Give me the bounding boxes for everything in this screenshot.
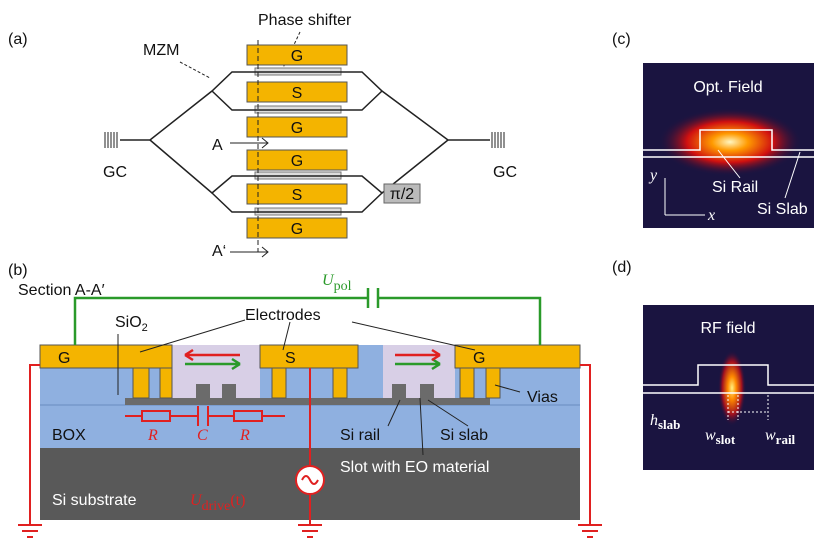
plot-title: RF field xyxy=(700,320,755,337)
phase-shifter-label: Phase shifter xyxy=(258,12,352,29)
mzm-label: MZM xyxy=(143,42,179,59)
cut-label: A xyxy=(212,137,223,154)
electrode xyxy=(246,81,348,103)
electrode xyxy=(246,44,348,66)
phase-label: π/2 xyxy=(390,186,414,203)
grating-coupler xyxy=(104,132,505,148)
si-rail-label: Si rail xyxy=(340,427,380,444)
box-label: BOX xyxy=(52,427,86,444)
si-slab-label: Si slab xyxy=(440,427,488,444)
dimension xyxy=(727,395,769,420)
plot-title: Opt. Field xyxy=(693,79,762,96)
leader xyxy=(664,149,801,216)
text: w xyxy=(705,427,716,444)
text: U xyxy=(190,492,203,509)
field-arrow xyxy=(185,357,441,371)
cut-label: A‘ xyxy=(212,243,226,260)
resistor-label: R xyxy=(147,427,158,444)
text: 2 xyxy=(142,322,148,334)
text: SiO xyxy=(115,314,142,331)
text: drive xyxy=(202,499,231,514)
drive-circuit xyxy=(18,364,602,538)
electrode-label: G xyxy=(291,120,303,137)
dimension-label: wslot xyxy=(705,427,736,447)
electrode xyxy=(259,344,359,369)
electrode-label: G xyxy=(473,350,485,367)
text: rail xyxy=(776,432,796,447)
slab-label: Si Slab xyxy=(757,201,808,218)
electrode xyxy=(246,149,348,171)
resistor-label: R xyxy=(239,427,250,444)
panel-label: (c) xyxy=(612,31,631,48)
vias xyxy=(132,367,501,399)
waveguide xyxy=(211,192,383,213)
panel-label: (a) xyxy=(8,31,28,48)
vias-label: Vias xyxy=(527,389,558,406)
phase-box xyxy=(383,183,421,204)
field-glow xyxy=(658,108,802,176)
electrode xyxy=(246,183,348,205)
upol-label: Upol xyxy=(322,272,352,294)
text: h xyxy=(650,412,658,429)
text: U xyxy=(322,272,335,289)
electrode xyxy=(39,344,173,369)
gc-label: GC xyxy=(493,164,517,181)
leader xyxy=(117,319,476,395)
waveguide xyxy=(120,71,490,141)
gc-label: GC xyxy=(103,164,127,181)
text: (t) xyxy=(230,492,245,509)
capacitor-label: C xyxy=(197,427,208,444)
electrode-label: G xyxy=(291,221,303,238)
waveguide-outline xyxy=(643,364,814,394)
bias-circuit xyxy=(73,288,542,345)
electrode-label: G xyxy=(58,350,70,367)
dimension-label: hslab xyxy=(650,412,680,432)
electrode xyxy=(454,344,581,369)
leader xyxy=(387,384,521,456)
text: slot xyxy=(716,432,736,447)
electrode-label: S xyxy=(292,187,303,204)
electrode-label: G xyxy=(291,153,303,170)
axis-label: y xyxy=(648,167,658,184)
udrive-label: Udrive(t) xyxy=(190,492,245,514)
electrode-label: G xyxy=(291,48,303,65)
text: pol xyxy=(334,279,352,294)
electrode xyxy=(246,116,348,138)
arrow xyxy=(230,137,269,149)
leader xyxy=(179,61,211,79)
section-label: Section A-A′ xyxy=(18,282,105,299)
substrate-label: Si substrate xyxy=(52,492,137,509)
si-rails xyxy=(196,384,434,398)
text: slab xyxy=(658,417,680,432)
waveguide xyxy=(211,90,383,111)
rail-label: Si Rail xyxy=(712,179,758,196)
axis-label: x xyxy=(707,207,715,224)
panel-label: (b) xyxy=(8,262,28,279)
field-arrow xyxy=(184,348,441,362)
electrode-label: S xyxy=(292,85,303,102)
arrow xyxy=(230,246,269,258)
field-glow xyxy=(718,350,746,426)
si-slab xyxy=(125,398,490,405)
electrode-label: S xyxy=(285,350,296,367)
waveguide-outline xyxy=(643,129,814,158)
sio2-label: SiO2 xyxy=(115,314,148,334)
panel-label: (d) xyxy=(612,259,632,276)
slot-label: Slot with EO material xyxy=(340,459,489,476)
text: w xyxy=(765,427,776,444)
electrode xyxy=(246,217,348,239)
dimension-label: wrail xyxy=(765,427,796,447)
electrodes-label: Electrodes xyxy=(245,307,321,324)
